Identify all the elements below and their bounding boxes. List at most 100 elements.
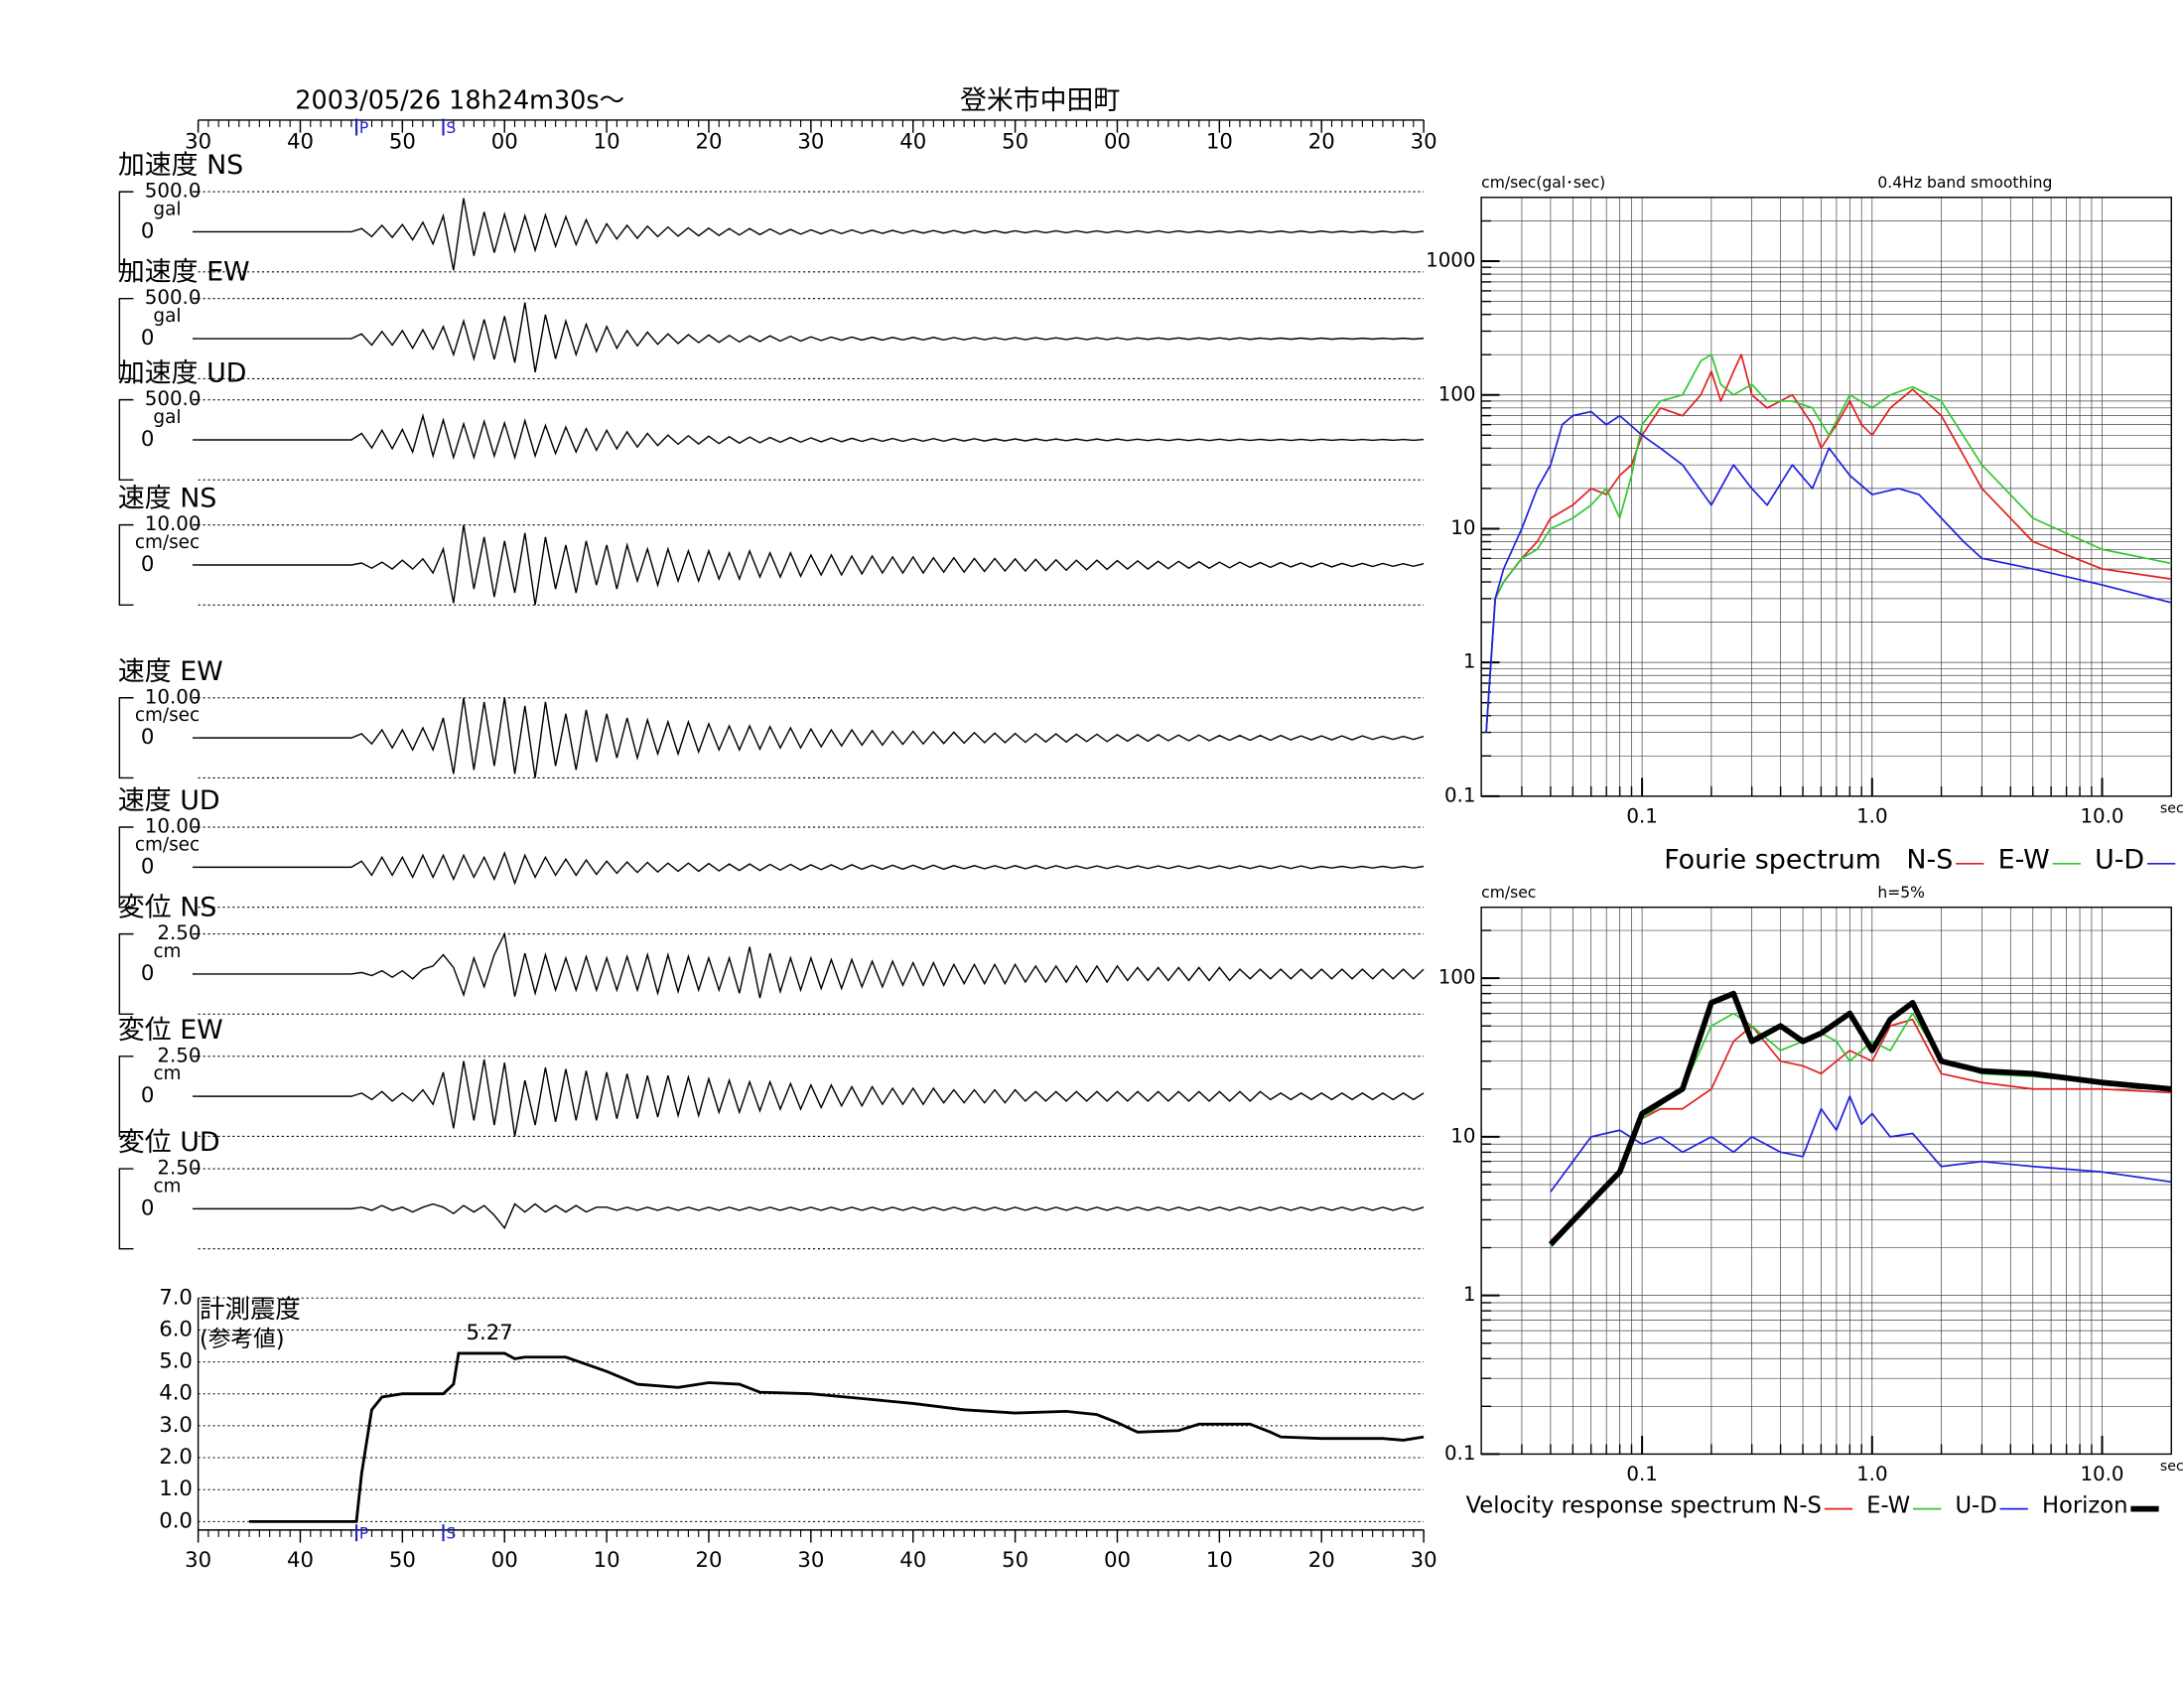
time-tick-label: 20 — [695, 130, 722, 155]
time-tick-label: 50 — [389, 1548, 416, 1573]
time-tick-label: 10 — [594, 130, 620, 155]
trace-unit: cm/sec — [135, 834, 200, 855]
time-tick-label: 30 — [1411, 130, 1437, 155]
waveform — [198, 524, 1425, 606]
trace-scale-label: 10.00 — [145, 685, 202, 708]
trace-zero-label: 0 — [141, 725, 155, 750]
y-axis-label: cm/sec(gal･sec) — [1481, 174, 1605, 192]
x-tick-label: 1.0 — [1856, 1463, 1887, 1485]
time-tick-label: 00 — [491, 1548, 518, 1573]
time-tick-label: 00 — [1104, 1548, 1131, 1573]
y-tick-label: 1000 — [1426, 249, 1475, 272]
y-tick-label: 10 — [1450, 516, 1475, 539]
trace-unit: gal — [153, 306, 181, 327]
phase-label: P — [359, 1525, 368, 1543]
trace-bracket — [118, 1168, 134, 1250]
trace-zero-label: 0 — [141, 854, 155, 879]
y-tick-label: 10 — [1450, 1124, 1475, 1147]
spectrum-line — [1550, 1095, 2172, 1193]
y-tick-label: 2.0 — [159, 1445, 193, 1470]
y-tick-label: 4.0 — [159, 1381, 193, 1406]
plot-frame — [1480, 906, 2172, 1456]
trace-unit: cm/sec — [135, 532, 200, 553]
trace-unit: cm — [153, 941, 181, 962]
time-tick-label: 00 — [1104, 130, 1131, 155]
x-tick-label: 0.1 — [1626, 805, 1657, 828]
time-tick-label: 30 — [797, 1548, 824, 1573]
time-tick-label: 10 — [1206, 1548, 1233, 1573]
trace-scale-label: 10.00 — [145, 512, 202, 535]
time-tick-label: 00 — [491, 130, 518, 155]
waveform — [198, 931, 1425, 999]
trace-bracket — [118, 1055, 134, 1138]
trace-label: 変位 UD — [118, 1127, 220, 1158]
trace-label: 加速度 UD — [118, 358, 247, 389]
trace-bracket — [118, 697, 134, 779]
trace-zero-label: 0 — [141, 1083, 155, 1108]
x-axis-label: sec — [2160, 801, 2184, 817]
trace-scale-label: 500.0 — [145, 286, 202, 309]
time-tick-label: 30 — [185, 130, 211, 155]
y-tick-label: 7.0 — [159, 1285, 193, 1310]
time-tick-label: 20 — [695, 1548, 722, 1573]
trace-scale-label: 2.50 — [157, 1044, 201, 1066]
trace-label: 速度 EW — [118, 656, 223, 687]
trace-bracket — [118, 191, 134, 273]
x-tick-label: 0.1 — [1626, 1463, 1657, 1485]
time-tick-label: 40 — [287, 1548, 314, 1573]
y-tick-label: 6.0 — [159, 1317, 193, 1341]
time-tick-label: 40 — [899, 130, 926, 155]
time-tick-label: 20 — [1308, 130, 1335, 155]
trace-zero-label: 0 — [141, 552, 155, 577]
trace-label: 加速度 NS — [118, 150, 243, 181]
phase-label: P — [359, 119, 368, 137]
legend-label: N-S — [1782, 1492, 1821, 1518]
spectrum-line — [1485, 353, 2172, 733]
y-tick-label: 0.0 — [159, 1508, 193, 1533]
time-tick-label: 30 — [1411, 1548, 1437, 1573]
record-title: 2003/05/26 18h24m30s〜 — [295, 86, 624, 116]
time-tick-label: 30 — [185, 1548, 211, 1573]
plot-annotation: 0.4Hz band smoothing — [1877, 174, 2052, 192]
trace-scale-label: 500.0 — [145, 387, 202, 410]
legend-label: Horizon — [2042, 1492, 2128, 1518]
trace-unit: gal — [153, 407, 181, 428]
x-tick-label: 10.0 — [2080, 1463, 2123, 1485]
trace-unit: gal — [153, 200, 181, 220]
y-axis-label: cm/sec — [1481, 884, 1536, 902]
time-tick-label: 20 — [1308, 1548, 1335, 1573]
waveform — [198, 302, 1425, 373]
legend-label: U-D — [2095, 844, 2144, 875]
waveform — [198, 1202, 1425, 1230]
y-tick-label: 3.0 — [159, 1413, 193, 1438]
trace-label: 速度 NS — [118, 484, 216, 514]
spectrum-line — [1485, 353, 2172, 733]
spectrum-line — [1550, 1018, 2172, 1242]
waveform — [198, 697, 1425, 778]
trace-unit: cm — [153, 1176, 181, 1196]
trace-bracket — [118, 523, 134, 607]
trace-unit: cm/sec — [135, 705, 200, 726]
time-tick-label: 10 — [594, 1548, 620, 1573]
y-tick-label: 1 — [1463, 1283, 1476, 1306]
trace-scale-label: 500.0 — [145, 180, 202, 203]
time-tick-label: 40 — [899, 1548, 926, 1573]
legend-title: Velocity response spectrum — [1466, 1492, 1777, 1518]
trace-bracket — [118, 297, 134, 380]
waveform — [198, 198, 1425, 271]
trace-zero-label: 0 — [141, 961, 155, 986]
trace-zero-label: 0 — [141, 326, 155, 351]
spectrum-line — [1485, 410, 2172, 733]
y-tick-label: 5.0 — [159, 1349, 193, 1374]
trace-unit: cm — [153, 1063, 181, 1084]
intensity-subtitle: (参考値) — [200, 1327, 285, 1352]
time-tick-label: 10 — [1206, 130, 1233, 155]
y-tick-label: 100 — [1438, 382, 1476, 405]
trace-bracket — [118, 826, 134, 909]
x-tick-label: 1.0 — [1856, 805, 1887, 828]
time-tick-label: 30 — [797, 130, 824, 155]
time-tick-label: 50 — [1002, 1548, 1028, 1573]
plot-annotation: h=5% — [1877, 884, 1925, 902]
